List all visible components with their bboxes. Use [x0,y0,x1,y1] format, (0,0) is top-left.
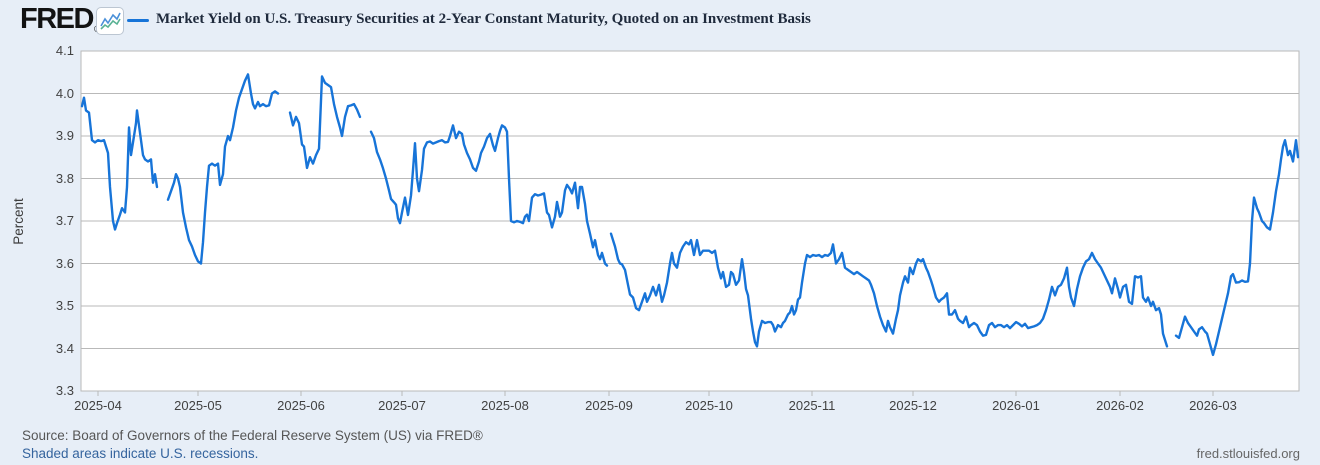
series-title: Market Yield on U.S. Treasury Securities… [156,11,811,27]
x-tick-label: 2025-08 [481,398,529,413]
y-axis-title-wrap: Percent [8,51,28,391]
x-tick-label: 2025-09 [585,398,633,413]
y-tick-label: 3.3 [55,383,74,398]
x-tick-label: 2025-10 [685,398,733,413]
series-line [80,73,1300,357]
y-tick-label: 3.9 [55,128,74,143]
x-tick-label: 2026-02 [1096,398,1144,413]
x-tick-label: 2026-01 [992,398,1040,413]
chart-header: FRED® Market Yield on U.S. Treasury Secu… [0,0,1320,42]
x-tick-label: 2025-12 [889,398,937,413]
source-attribution: Source: Board of Governors of the Federa… [22,428,483,443]
x-tick-label: 2026-03 [1189,398,1237,413]
y-tick-label: 4.0 [55,85,74,101]
recessions-note-link[interactable]: Shaded areas indicate U.S. recessions. [22,446,259,461]
x-tick-label: 2025-11 [788,398,836,413]
y-axis-title: Percent [10,197,26,245]
y-tick-label: 3.7 [55,213,74,228]
legend-line-swatch [127,19,149,22]
y-tick-label: 3.4 [55,340,74,356]
x-tick-label: 2025-04 [74,398,122,413]
y-tick-label: 3.8 [55,170,74,186]
fred-sparkline-icon [96,7,124,35]
x-tick-label: 2025-07 [378,398,426,413]
y-tick-label: 3.5 [55,298,74,313]
site-url: fred.stlouisfed.org [1196,446,1300,461]
x-tick-label: 2025-05 [174,398,222,413]
x-tick-label: 2025-06 [277,398,325,413]
y-tick-label: 4.1 [55,43,74,58]
y-tick-label: 3.6 [55,255,74,271]
